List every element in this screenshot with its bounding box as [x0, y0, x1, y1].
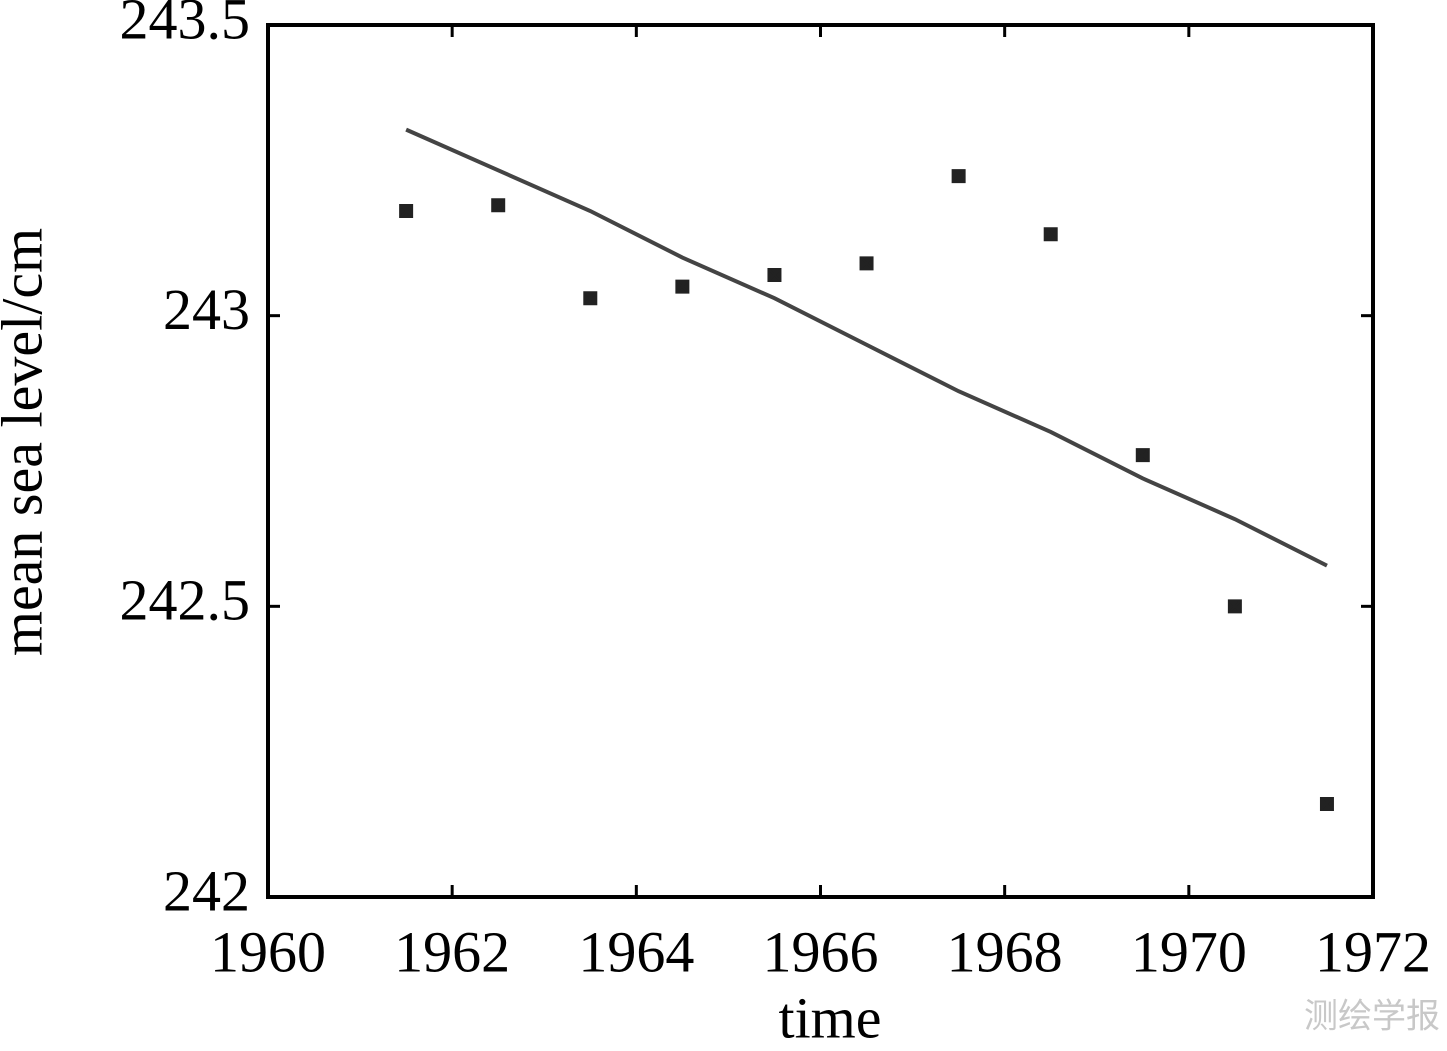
trend-line — [405, 127, 1328, 568]
data-point — [1043, 227, 1058, 242]
data-point — [491, 198, 506, 213]
data-point — [951, 169, 966, 184]
data-point — [675, 279, 690, 294]
x-tick-label: 1964 — [578, 919, 694, 984]
y-tick-label: 242 — [163, 858, 250, 923]
data-point — [1227, 599, 1242, 614]
x-tick-label: 1970 — [1131, 919, 1247, 984]
y-axis-label: mean sea level/cm — [0, 228, 54, 656]
plot-frame — [266, 23, 1375, 899]
x-tick-label: 1968 — [947, 919, 1063, 984]
x-tick-label: 1972 — [1315, 919, 1431, 984]
x-tick-label: 1966 — [763, 919, 879, 984]
x-tick-label: 1960 — [210, 919, 326, 984]
y-tick-label: 242.5 — [120, 568, 251, 633]
x-tick-label: 1962 — [394, 919, 510, 984]
data-point — [1135, 448, 1150, 463]
y-tick-label: 243 — [163, 277, 250, 342]
watermark: 测绘学报 — [1304, 997, 1440, 1037]
y-tick-label: 243.5 — [120, 0, 251, 51]
data-point — [767, 267, 782, 282]
x-axis-label: time — [778, 985, 881, 1050]
data-point — [1319, 796, 1334, 811]
data-point — [399, 204, 414, 219]
data-point — [583, 291, 598, 306]
data-point — [859, 256, 874, 271]
